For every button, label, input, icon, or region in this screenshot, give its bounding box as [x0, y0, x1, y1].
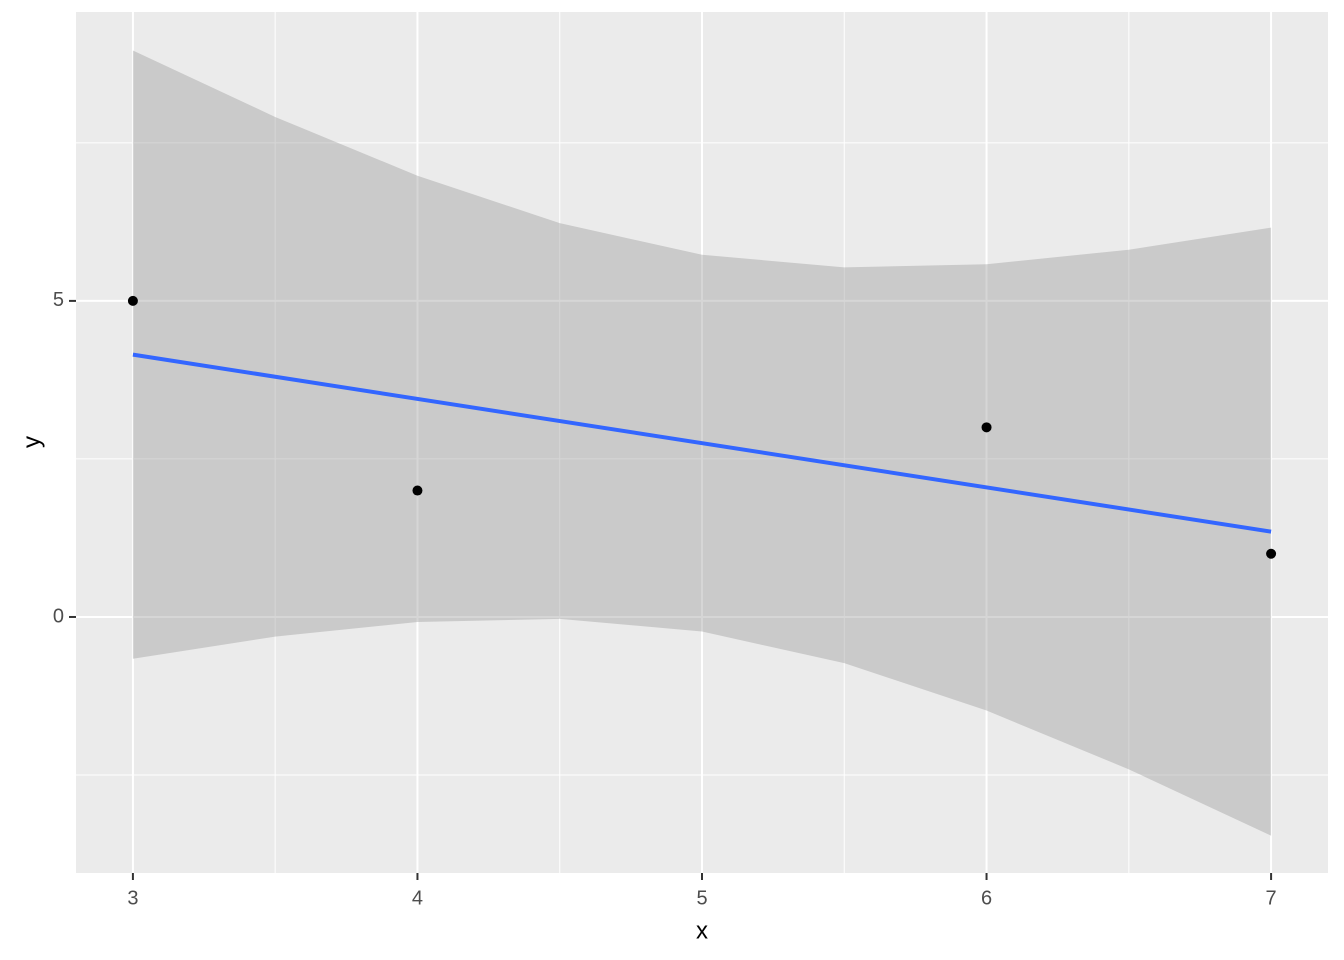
fit-line [132, 352, 1272, 534]
point [1266, 548, 1277, 559]
x-tick-label: 3 [127, 887, 138, 909]
point [127, 295, 138, 306]
y-axis-title: y [18, 436, 45, 448]
y-tick-label: 5 [53, 289, 64, 311]
x-tick-label: 4 [412, 887, 423, 909]
point [981, 422, 992, 433]
x-axis-title: x [696, 917, 708, 944]
x-tick-label: 6 [981, 887, 992, 909]
point [412, 485, 423, 496]
x-tick-label: 5 [696, 887, 707, 909]
x-tick-label: 7 [1266, 887, 1277, 909]
y-tick-label: 0 [53, 605, 64, 627]
